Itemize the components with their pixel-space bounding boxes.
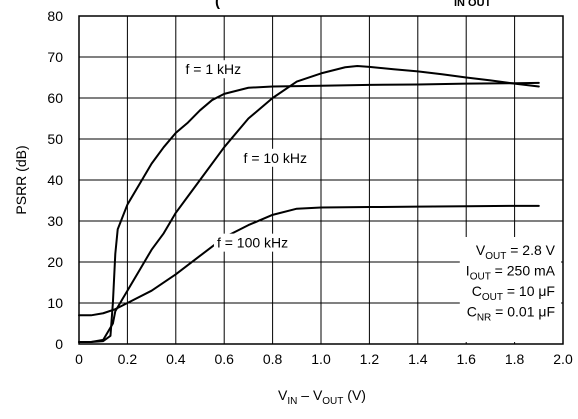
y-tick-label: 50 [47,131,63,147]
y-axis-label: PSRR (dB) [13,145,29,214]
annotation-line: IOUT = 250 mA [466,263,556,283]
y-tick-label: 20 [47,254,63,270]
x-tick-label: 1.2 [360,351,380,367]
x-tick-label: 2.0 [553,351,573,367]
series-layer [78,65,540,343]
annotation-line: CNR = 0.01 μF [467,304,555,324]
y-tick-label: 60 [47,90,63,106]
series-line-2 [78,204,540,317]
series-label-1: f = 10 kHz [240,148,310,167]
x-axis-label: VIN – VOUT (V) [278,387,366,407]
x-tick-label: 1.8 [505,351,525,367]
y-tick-label: 40 [47,172,63,188]
x-tick-label: 0.4 [166,351,186,367]
grid [79,16,563,344]
chart-title: ( [215,0,220,10]
series-label-text: f = 100 kHz [217,235,288,251]
y-tick-label: 0 [55,336,63,352]
annotation-line: VOUT = 2.8 V [476,242,556,262]
series-label-text: f = 10 kHz [244,150,307,166]
x-tick-label: 1.0 [311,351,331,367]
y-tick-label: 80 [47,8,63,24]
series-line-1 [78,65,540,343]
y-tick-label: 70 [47,49,63,65]
annotation-background [459,237,561,342]
chart-title-right: IN OUT [454,0,492,9]
x-tick-label: 1.4 [408,351,428,367]
series-label-0: f = 1 kHz [182,60,245,79]
axes [78,15,564,345]
series-label-2: f = 100 kHz [213,233,292,252]
y-tick-label: 10 [47,295,63,311]
annotation-line: COUT = 10 μF [472,283,555,303]
labels: 0 0.2 0.4 0.6 0.8 1.0 1.2 1.4 1.6 1.8 2.0 0 10 20 30 40… [47,8,573,367]
x-tick-label: 0.6 [214,351,234,367]
plot-frame [78,15,564,345]
x-tick-label: 0 [75,351,83,367]
y-tick-label: 30 [47,213,63,229]
x-tick-label: 0.8 [263,351,283,367]
series-line-0 [78,81,540,343]
series-label-text: f = 1 kHz [185,61,241,77]
x-tick-label: 1.6 [456,351,476,367]
x-tick-label: 0.2 [118,351,138,367]
